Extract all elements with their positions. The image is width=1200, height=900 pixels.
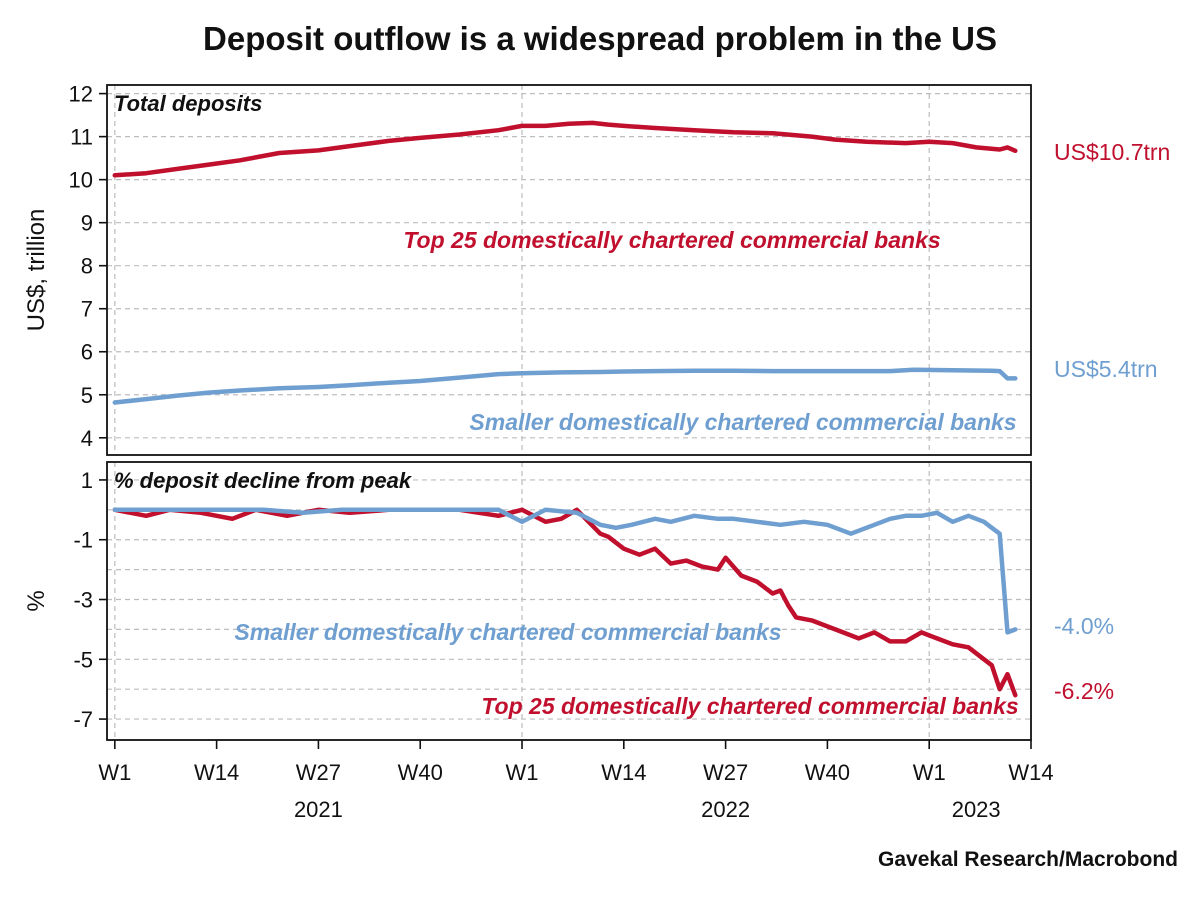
x-tick-label: W1 (913, 760, 946, 785)
y-tick-label: -7 (73, 707, 93, 732)
annotation-smaller: Smaller domestically chartered commercia… (469, 409, 1016, 435)
y-tick-label: 8 (81, 254, 93, 279)
y-tick-label: -5 (73, 647, 93, 672)
y-tick-label: -3 (73, 588, 93, 613)
series-line-smaller (112, 367, 1018, 405)
y-tick-label: 5 (81, 383, 93, 408)
y-tick-label: 9 (81, 211, 93, 236)
panel-title: % deposit decline from peak (114, 468, 413, 493)
plot-frame (106, 461, 1032, 741)
x-year-label: 2023 (952, 797, 1001, 822)
panel-deposit-decline: 1 -1 -3 -5 -7% % deposit decline from peak Sma… (23, 461, 1114, 741)
y-axis-label: % (23, 590, 50, 611)
y-tick-label: 1 (81, 468, 93, 493)
end-label-smaller: -4.0% (1054, 613, 1114, 639)
x-tick-label: W1 (506, 760, 539, 785)
x-tick-label: W27 (296, 760, 341, 785)
panel-total-deposits: 12 11 10 9 8 7 6 5 4 US$, trillion Total deposits T… (23, 82, 1170, 456)
chart-title: Deposit outflow is a widespread problem … (203, 20, 997, 57)
annotation-top25: Top 25 domestically chartered commercial… (481, 693, 1018, 719)
annotation-top25: Top 25 domestically chartered commercial… (403, 227, 940, 253)
end-label-smaller: US$5.4trn (1054, 356, 1158, 382)
x-year-label: 2022 (701, 797, 750, 822)
plot-frame (106, 84, 1032, 456)
y-axis-label: US$, trillion (23, 209, 50, 332)
end-label-top25: US$10.7trn (1054, 139, 1170, 165)
panel-title: Total deposits (114, 91, 262, 116)
y-tick-label: 6 (81, 340, 93, 365)
annotation-smaller: Smaller domestically chartered commercia… (234, 619, 781, 645)
x-tick-label: W14 (1008, 760, 1053, 785)
y-tick-label: 11 (70, 125, 93, 150)
y-tick-label: 10 (69, 168, 93, 193)
series-line-smaller (112, 507, 1018, 635)
series-line-top25 (112, 120, 1018, 178)
x-tick-label: W40 (398, 760, 443, 785)
source-credit: Gavekal Research/Macrobond (878, 848, 1178, 871)
y-tick-label: 4 (81, 426, 93, 451)
x-tick-label: W14 (601, 760, 646, 785)
x-tick-label: W40 (805, 760, 850, 785)
x-axis: W1 W14 W27 W40 W1 W14 W27 W40 W1 W14 2021 2022 2023 (98, 740, 1054, 822)
y-tick-label: 12 (69, 82, 93, 107)
y-tick-label: 7 (81, 297, 93, 322)
x-tick-label: W1 (98, 760, 131, 785)
y-tick-label: -1 (73, 528, 93, 553)
x-year-label: 2021 (294, 797, 343, 822)
series-line-top25 (112, 507, 1018, 698)
x-tick-label: W14 (194, 760, 239, 785)
end-label-top25: -6.2% (1054, 678, 1114, 704)
x-tick-label: W27 (703, 760, 748, 785)
